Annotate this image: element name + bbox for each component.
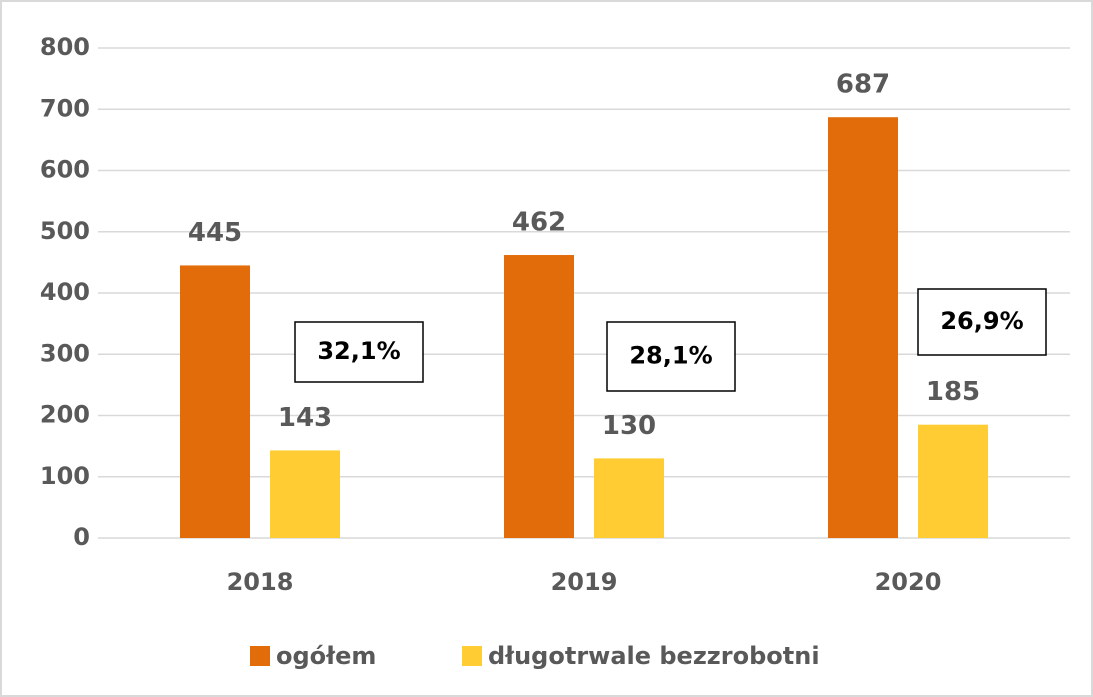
x-tick-label: 2018	[227, 568, 294, 596]
data-label: 185	[926, 377, 980, 407]
annotation-box	[917, 288, 1047, 356]
y-tick-label: 600	[40, 156, 90, 184]
annotation: 26,9%	[940, 307, 1023, 335]
bar	[918, 424, 988, 538]
data-label: 687	[836, 70, 890, 100]
x-tick-label: 2020	[875, 568, 942, 596]
annotation-box	[606, 321, 736, 392]
y-tick-label: 700	[40, 94, 90, 122]
y-tick-label: 100	[40, 462, 90, 490]
bar	[828, 117, 898, 539]
legend-swatch	[250, 646, 270, 666]
legend-label: ogółem	[276, 642, 376, 670]
y-tick-label: 500	[40, 217, 90, 245]
y-tick-label: 300	[40, 339, 90, 367]
data-label: 445	[188, 218, 242, 248]
y-tick-label: 200	[40, 401, 90, 429]
y-tick-label: 400	[40, 278, 90, 306]
bar	[270, 450, 340, 538]
annotation: 32,1%	[317, 337, 400, 365]
data-label: 130	[602, 411, 656, 441]
y-tick-label: 0	[73, 523, 90, 551]
annotation: 28,1%	[629, 342, 712, 370]
legend-swatch	[462, 646, 482, 666]
data-label: 143	[278, 403, 332, 433]
data-label: 462	[512, 208, 566, 238]
legend-label: długotrwale bezzrobotni	[488, 642, 820, 670]
y-tick-label: 800	[40, 33, 90, 61]
x-tick-label: 2019	[551, 568, 618, 596]
bar	[594, 458, 664, 538]
bar	[504, 255, 574, 538]
annotation-box	[294, 321, 424, 383]
bar	[180, 265, 250, 538]
